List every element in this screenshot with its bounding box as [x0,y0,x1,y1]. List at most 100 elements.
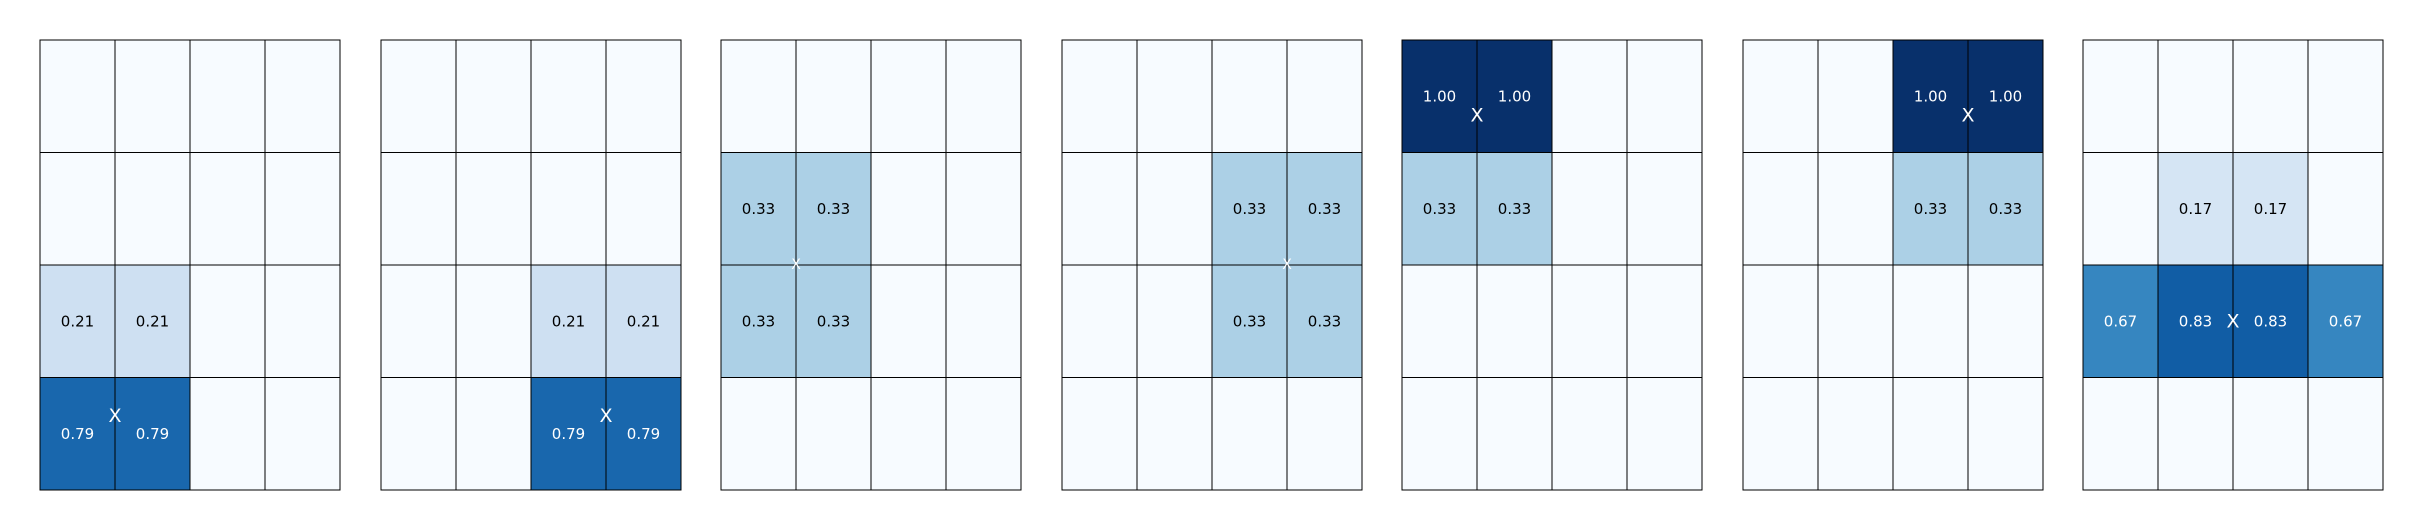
cell-value-label: 0.79 [552,425,585,443]
heatmap-cell-r0-c0 [39,39,116,153]
heatmap-cell-r2-c3 [945,264,1022,378]
heatmap-cell-r0-c1 [1136,39,1213,153]
cell-value-label: 0.33 [1233,312,1266,330]
heatmap-cell-r3-c1 [795,377,872,491]
heatmap-cell-r1-c3 [945,152,1022,266]
cell-value-label: 0.17 [2254,200,2287,218]
heatmap-cell-r3-c2 [1551,377,1628,491]
heatmap-cell-r1-c0 [2082,152,2159,266]
heatmap-cell-r3-c3 [945,377,1022,491]
heatmap-cell-r2-c2 [2232,264,2309,378]
heatmap-cell-r0-c2 [1551,39,1628,153]
cell-value-label: 0.33 [742,200,775,218]
heatmap-cell-r2-c0 [1401,264,1478,378]
panel-frame [1401,39,1703,491]
panel-frame [2082,39,2384,491]
heatmap-cell-r1-c2 [870,152,947,266]
heatmap-cell-r3-c3 [1967,377,2044,491]
x-marker: X [108,405,121,427]
heatmap-cell-r0-c3 [1626,39,1703,153]
heatmap-cell-r0-c0 [1061,39,1138,153]
heatmap-cell-r1-c0 [380,152,457,266]
cell-value-label: 1.00 [1498,87,1531,105]
heatmap-cell-r2-c0 [1061,264,1138,378]
cell-value-label: 0.67 [2329,312,2362,330]
heatmap-cell-r1-c3 [605,152,682,266]
cell-value-label: 0.33 [1423,200,1456,218]
cell-value-label: 0.33 [1308,200,1341,218]
heatmap-cell-r3-c2 [870,377,947,491]
cell-value-label: 1.00 [1989,87,2022,105]
heatmap-cell-r1-c3 [1286,152,1363,266]
heatmap-cell-r2-c0 [1742,264,1819,378]
heatmap-panel-7: 0.17 0.17 0.67 0.83 0.83 0.67 X [2082,39,2384,491]
heatmap-cell-r1-c3 [1967,152,2044,266]
heatmap-cell-r0-c2 [870,39,947,153]
heatmap-cell-r2-c3 [264,264,341,378]
heatmap-cell-r3-c1 [1136,377,1213,491]
heatmap-cell-r3-c1 [1817,377,1894,491]
heatmap-cell-r2-c2 [1892,264,1969,378]
heatmap-cell-r2-c1 [795,264,872,378]
heatmap-cell-r2-c1 [1817,264,1894,378]
heatmap-panel-5: 1.00 1.00 0.33 0.33 X [1401,39,1703,491]
heatmap-cell-r3-c3 [605,377,682,491]
heatmap-cell-r0-c2 [189,39,266,153]
cell-value-label: 0.83 [2254,312,2287,330]
heatmap-cell-r3-c0 [39,377,116,491]
heatmap-cell-r3-c3 [1626,377,1703,491]
heatmap-cell-r1-c3 [1626,152,1703,266]
heatmap-cell-r1-c0 [720,152,797,266]
cell-value-label: 0.33 [817,200,850,218]
heatmap-cell-r0-c3 [605,39,682,153]
heatmap-cell-r0-c1 [1817,39,1894,153]
heatmap-cell-r0-c3 [945,39,1022,153]
heatmap-panel-2: 0.21 0.21 0.79 0.79 X [380,39,682,491]
heatmap-panel-6: 1.00 1.00 0.33 0.33 X [1742,39,2044,491]
cell-value-label: 1.00 [1423,87,1456,105]
heatmap-cell-r1-c2 [189,152,266,266]
heatmap-cell-r3-c0 [2082,377,2159,491]
heatmap-cell-r1-c0 [1742,152,1819,266]
heatmap-cell-r2-c2 [870,264,947,378]
heatmap-cell-r0-c0 [720,39,797,153]
heatmap-cell-r2-c1 [1136,264,1213,378]
heatmap-cell-r2-c3 [605,264,682,378]
heatmap-panel-4: 0.33 0.33 0.33 0.33 X [1061,39,1363,491]
heatmap-cell-r3-c2 [2232,377,2309,491]
cell-value-label: 0.33 [1308,312,1341,330]
heatmap-cell-r0-c1 [1476,39,1553,153]
panel-frame [1742,39,2044,491]
heatmap-cell-r0-c0 [2082,39,2159,153]
cell-value-label: 0.33 [742,312,775,330]
x-marker: X [599,405,612,427]
heatmap-cell-r3-c1 [1476,377,1553,491]
heatmap-cell-r0-c3 [2307,39,2384,153]
heatmap-cell-r2-c3 [1626,264,1703,378]
heatmap-cell-r0-c2 [530,39,607,153]
heatmap-cell-r0-c2 [1211,39,1288,153]
heatmap-cell-r0-c1 [114,39,191,153]
heatmap-cell-r1-c2 [2232,152,2309,266]
cell-value-label: 1.00 [1914,87,1947,105]
heatmap-cell-r2-c2 [1551,264,1628,378]
heatmap-cell-r1-c1 [114,152,191,266]
heatmap-cell-r3-c0 [1742,377,1819,491]
heatmap-cell-r0-c1 [455,39,532,153]
heatmap-cell-r1-c1 [1136,152,1213,266]
heatmap-cell-r2-c0 [380,264,457,378]
heatmap-cell-r0-c3 [1286,39,1363,153]
cell-value-label: 0.33 [1989,200,2022,218]
heatmap-cell-r2-c0 [39,264,116,378]
cell-value-label: 0.33 [1914,200,1947,218]
heatmap-cell-r0-c0 [1401,39,1478,153]
x-marker: X [1470,104,1483,126]
heatmap-cell-r3-c3 [264,377,341,491]
heatmap-cell-r2-c3 [1286,264,1363,378]
heatmap-cell-r3-c1 [114,377,191,491]
heatmap-cell-r2-c1 [455,264,532,378]
heatmap-cell-r1-c1 [795,152,872,266]
cell-value-label: 0.33 [1498,200,1531,218]
panel-frame [380,39,682,491]
heatmap-cell-r2-c1 [1476,264,1553,378]
